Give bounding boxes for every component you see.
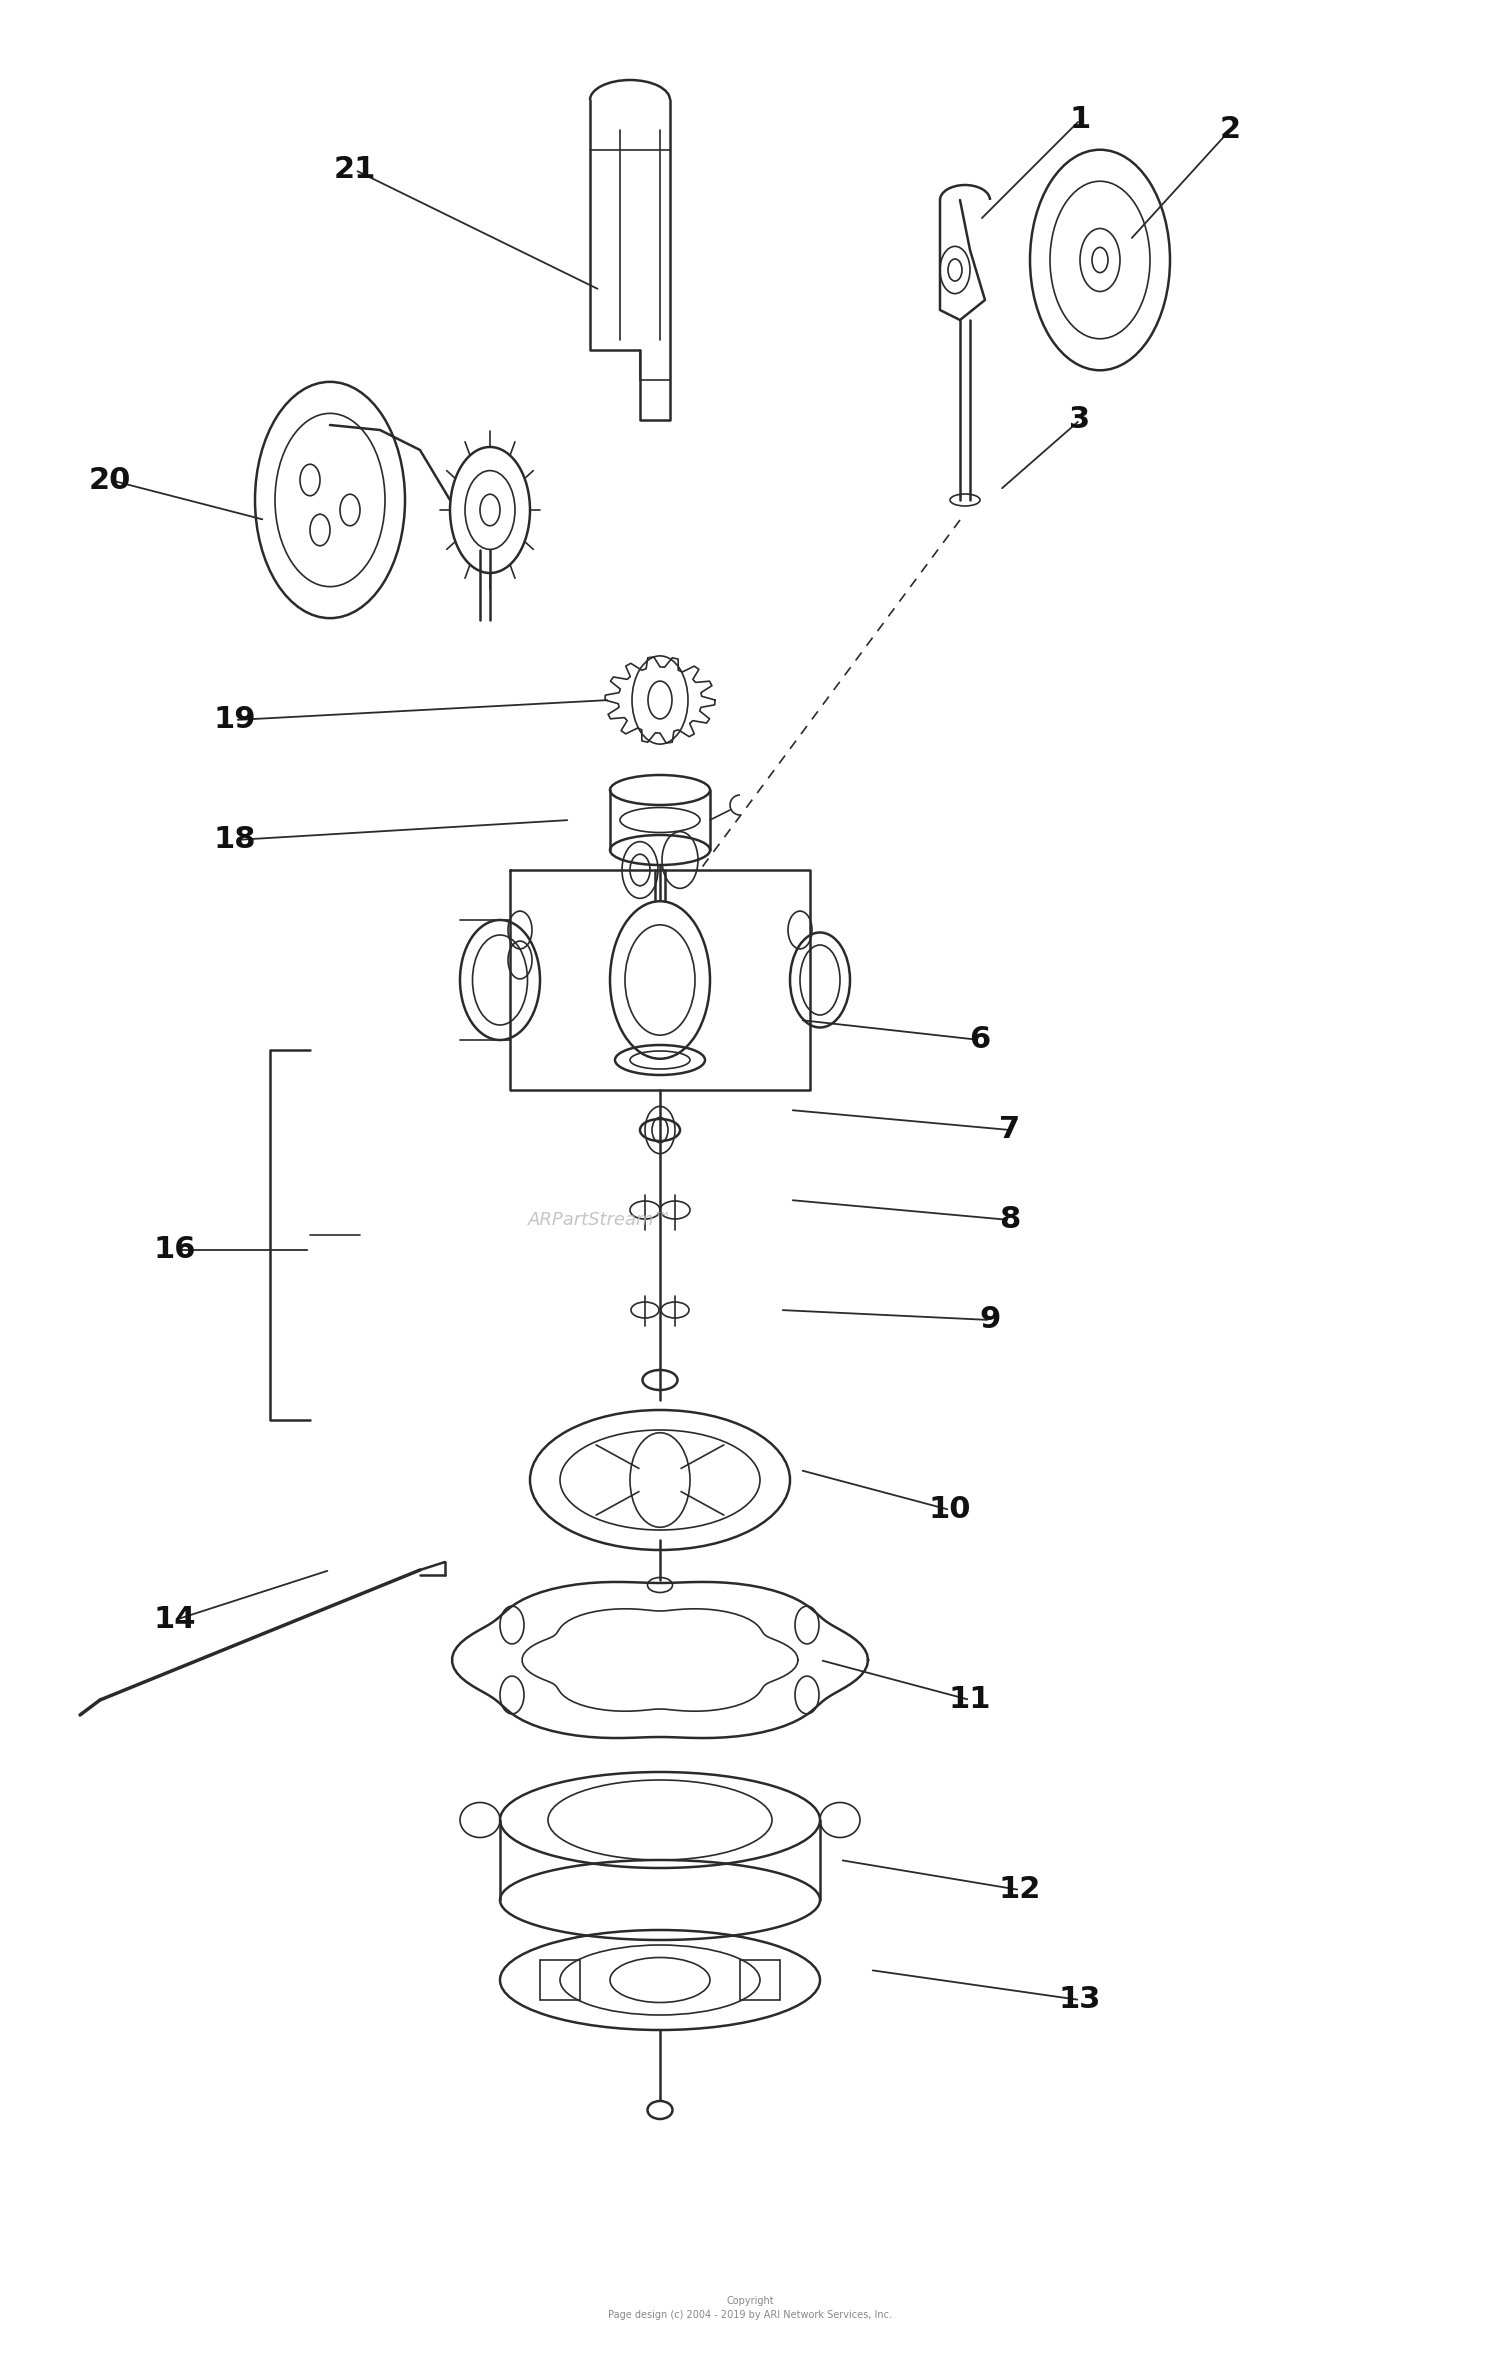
Text: 9: 9: [980, 1304, 1000, 1335]
Text: 7: 7: [999, 1115, 1020, 1144]
Text: 19: 19: [213, 707, 256, 735]
Text: 12: 12: [999, 1876, 1041, 1905]
Bar: [540, 1959, 580, 1999]
Bar: [740, 1959, 780, 1999]
Text: Copyright
Page design (c) 2004 - 2019 by ARI Network Services, Inc.: Copyright Page design (c) 2004 - 2019 by…: [608, 2297, 892, 2320]
Text: 21: 21: [334, 156, 376, 184]
Text: 6: 6: [969, 1026, 990, 1054]
Text: 20: 20: [88, 466, 130, 494]
Text: 2: 2: [1220, 116, 1240, 144]
Text: 13: 13: [1059, 1985, 1101, 2016]
Text: 10: 10: [928, 1496, 972, 1524]
Text: 1: 1: [1070, 106, 1090, 135]
Text: 16: 16: [153, 1236, 197, 1264]
Text: 11: 11: [948, 1685, 992, 1716]
Text: 18: 18: [214, 825, 256, 855]
Text: ARPartStream™: ARPartStream™: [528, 1210, 672, 1229]
Text: 3: 3: [1070, 406, 1090, 435]
Text: 8: 8: [999, 1205, 1020, 1233]
Text: 14: 14: [153, 1604, 197, 1635]
